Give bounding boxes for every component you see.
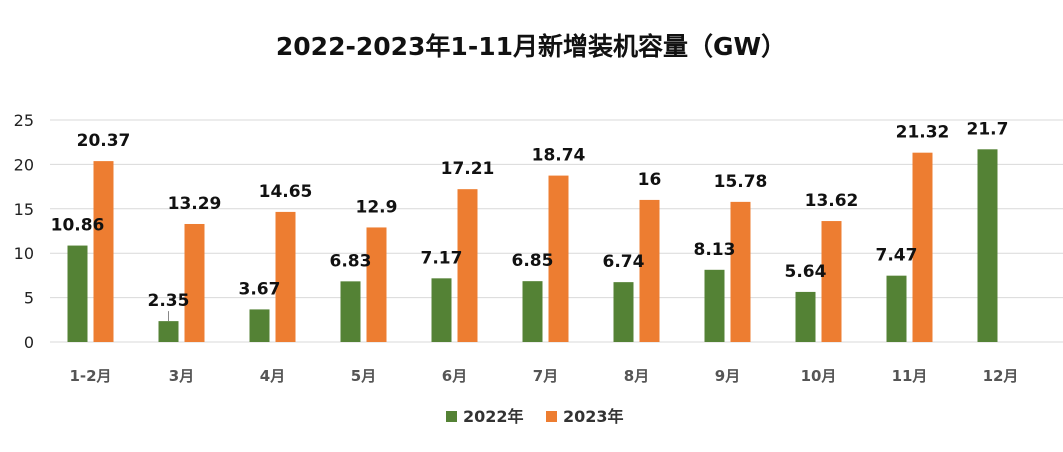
- bar-2022年-8月: [613, 282, 634, 342]
- x-tick-label: 3月: [169, 367, 194, 385]
- data-label: 7.47: [876, 246, 918, 266]
- y-tick-label: 5: [24, 289, 34, 308]
- bar-2022年-3月: [158, 321, 179, 342]
- y-tick-label: 20: [14, 155, 34, 174]
- data-label: 21.32: [896, 123, 950, 143]
- chart-title: 2022-2023年1-11月新增装机容量（GW）: [276, 32, 786, 61]
- bar-2022年-1-2月: [67, 245, 88, 342]
- legend-label-2022: 2022年: [463, 407, 524, 426]
- x-tick-label: 11月: [892, 367, 928, 385]
- data-label: 6.83: [330, 251, 372, 271]
- bar-2022年-9月: [704, 269, 725, 342]
- x-tick-label: 4月: [260, 367, 285, 385]
- data-label: 2.35: [148, 291, 190, 311]
- data-label: 7.17: [421, 248, 463, 268]
- data-label: 20.37: [77, 131, 131, 151]
- bar-2023年-1-2月: [93, 161, 114, 342]
- y-tick-label: 0: [24, 333, 34, 352]
- data-label: 12.9: [356, 197, 398, 217]
- x-tick-label: 7月: [533, 367, 558, 385]
- data-label: 18.74: [532, 146, 586, 166]
- data-label: 13.62: [805, 191, 859, 211]
- y-tick-label: 25: [14, 111, 34, 130]
- bar-2023年-3月: [184, 223, 205, 342]
- y-tick-label: 15: [14, 200, 34, 219]
- bars: [67, 149, 998, 342]
- x-tick-label: 6月: [442, 367, 467, 385]
- bar-2023年-5月: [366, 227, 387, 342]
- bar-2022年-12月: [977, 149, 998, 342]
- data-label: 15.78: [714, 172, 768, 192]
- x-tick-label: 1-2月: [69, 367, 111, 385]
- bar-2023年-6月: [457, 189, 478, 342]
- x-tick-label: 5月: [351, 367, 376, 385]
- bar-2023年-8月: [639, 199, 660, 342]
- bar-2022年-11月: [886, 275, 907, 342]
- bar-2022年-7月: [522, 281, 543, 342]
- data-label: 3.67: [239, 279, 281, 299]
- data-label: 17.21: [441, 159, 495, 179]
- bar-2022年-5月: [340, 281, 361, 342]
- data-label: 8.13: [694, 240, 736, 260]
- x-tick-label: 10月: [801, 367, 837, 385]
- legend: 2022年 2023年: [446, 407, 624, 426]
- bar-2023年-7月: [548, 175, 569, 342]
- bar-2023年-9月: [730, 201, 751, 342]
- legend-swatch-2023: [546, 411, 557, 422]
- bar-2022年-6月: [431, 278, 452, 342]
- x-tick-label: 9月: [715, 367, 740, 385]
- bar-2022年-4月: [249, 309, 270, 342]
- data-label: 5.64: [785, 262, 827, 282]
- data-label: 13.29: [168, 194, 222, 214]
- x-tick-label: 8月: [624, 367, 649, 385]
- bar-2023年-10月: [821, 221, 842, 342]
- bar-2023年-4月: [275, 211, 296, 342]
- legend-label-2023: 2023年: [563, 407, 624, 426]
- data-label: 14.65: [259, 182, 313, 202]
- data-label: 16: [638, 170, 662, 190]
- data-label: 6.74: [603, 252, 645, 272]
- y-axis-ticks: 0 5 10 15 20 25: [14, 111, 34, 352]
- data-label: 10.86: [51, 216, 105, 236]
- legend-swatch-2022: [446, 411, 457, 422]
- x-tick-label: 12月: [983, 367, 1019, 385]
- y-tick-label: 10: [14, 244, 34, 263]
- data-labels: 10.86 20.37 2.35 13.29 3.67 14.65 6.83 12.9 7.17…: [51, 119, 1009, 322]
- data-label: 6.85: [512, 251, 554, 271]
- data-label: 21.7: [967, 119, 1009, 139]
- x-axis-ticks: 1-2月 3月 4月 5月 6月 7月 8月 9月 10月 11月 12月: [69, 367, 1018, 385]
- bar-2023年-11月: [912, 152, 933, 342]
- bar-2022年-10月: [795, 291, 816, 342]
